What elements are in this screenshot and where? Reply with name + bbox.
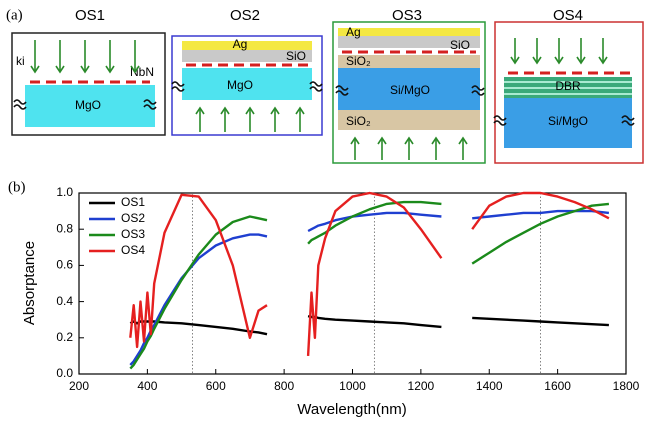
layer-label: SiO₂ [346, 114, 371, 128]
arrow-head [377, 136, 387, 145]
legend-label: OS1 [121, 195, 145, 209]
layer-label: ki [16, 54, 25, 68]
layer [182, 50, 312, 62]
x-axis-title: Wavelength(nm) [297, 401, 406, 418]
layer [25, 85, 155, 127]
panel-frame [494, 21, 644, 164]
x-tick-label: 200 [69, 379, 89, 393]
arrow-head [404, 136, 414, 145]
series-line [129, 209, 610, 366]
y-axis-title: Absorptance [21, 241, 38, 325]
arrow-head [30, 65, 40, 74]
layer [338, 110, 480, 130]
layer-label: SiO [450, 38, 470, 52]
y-tick-label: 0.0 [56, 366, 73, 380]
arrow-head [510, 56, 520, 65]
layer-label: SiO [286, 49, 306, 63]
panel-title: OS4 [553, 7, 583, 24]
layer-label: Si/MgO [390, 83, 430, 97]
arrow-head [576, 56, 586, 65]
break-mark [621, 120, 635, 126]
layer [338, 68, 480, 110]
legend-label: OS3 [121, 227, 145, 241]
x-tick-label: 1000 [339, 379, 366, 393]
y-tick-label: 0.2 [56, 330, 73, 344]
arrow-head [245, 106, 255, 115]
layer-label: DBR [555, 79, 581, 93]
break-mark [335, 85, 349, 91]
layer [182, 68, 312, 100]
x-tick-label: 1800 [613, 379, 640, 393]
break-mark [309, 81, 323, 87]
legend-label: OS4 [121, 243, 145, 257]
arrow-head [195, 106, 205, 115]
layer-label: Ag [346, 25, 361, 39]
break-mark [309, 86, 323, 92]
arrow-head [270, 106, 280, 115]
panel-label: (b) [8, 179, 26, 195]
break-mark [13, 104, 27, 110]
panel-title: OS2 [230, 7, 260, 24]
layer-label: Si/MgO [548, 114, 588, 128]
layer-label: NbN [130, 65, 154, 79]
arrow-head [554, 56, 564, 65]
y-tick-label: 1.0 [56, 185, 73, 199]
x-tick-label: 1400 [476, 379, 503, 393]
break-mark [143, 99, 157, 105]
y-tick-label: 0.6 [56, 258, 73, 272]
y-tick-label: 0.4 [56, 294, 73, 308]
arrow-head [598, 56, 608, 65]
break-mark [493, 120, 507, 126]
layer [338, 36, 480, 48]
arrow-head [295, 106, 305, 115]
break-mark [471, 90, 485, 96]
layer [338, 55, 480, 68]
layer [338, 28, 480, 36]
break-mark [335, 90, 349, 96]
break-mark [493, 115, 507, 121]
break-mark [171, 81, 185, 87]
panel-frame [332, 21, 486, 164]
arrow-head [532, 56, 542, 65]
arrow-head [220, 106, 230, 115]
layer [182, 41, 312, 50]
x-tick-label: 600 [206, 379, 226, 393]
break-mark [171, 86, 185, 92]
panel-frame [171, 35, 323, 136]
arrow-head [55, 65, 65, 74]
layer [504, 98, 632, 148]
panel-label: (a) [6, 7, 23, 23]
x-tick-label: 1600 [544, 379, 571, 393]
arrow-head [431, 136, 441, 145]
arrow-head [80, 65, 90, 74]
panel-title: OS3 [392, 7, 422, 24]
arrow-head [458, 136, 468, 145]
layer-label: MgO [227, 78, 253, 92]
series-line [129, 191, 610, 356]
layer-label: MgO [75, 98, 101, 112]
x-tick-label: 1200 [408, 379, 435, 393]
layer-label: Ag [233, 37, 248, 51]
x-tick-label: 800 [274, 379, 294, 393]
y-tick-label: 0.8 [56, 221, 73, 235]
arrow-head [105, 65, 115, 74]
arrow-head [350, 136, 360, 145]
panel-frame [11, 32, 166, 136]
layer-label: SiO₂ [346, 54, 371, 68]
x-tick-label: 400 [137, 379, 157, 393]
arrow-head [130, 65, 140, 74]
diagram: (a) OS1 ki NbN MgO OS2 Ag SiO MgO OS3 Ag… [6, 7, 644, 164]
break-mark [621, 115, 635, 121]
break-mark [143, 104, 157, 110]
break-mark [13, 99, 27, 105]
legend-label: OS2 [121, 211, 145, 225]
break-mark [471, 85, 485, 91]
panel-title: OS1 [75, 7, 105, 24]
